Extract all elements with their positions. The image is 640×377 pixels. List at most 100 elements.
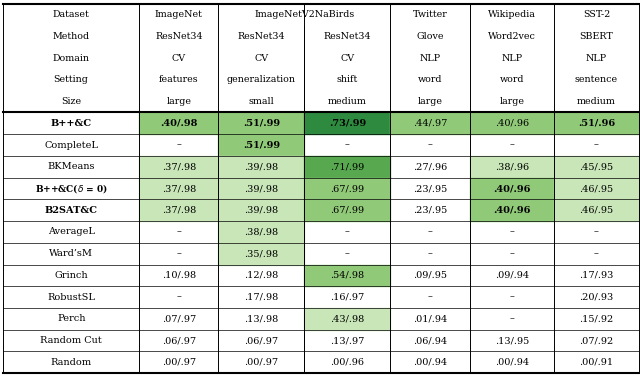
Text: .37/.98: .37/.98 [162, 184, 196, 193]
Text: .10/.98: .10/.98 [162, 271, 196, 280]
Text: –: – [594, 249, 599, 258]
Text: .40/.96: .40/.96 [493, 184, 531, 193]
Text: .40/.98: .40/.98 [160, 119, 198, 128]
Text: CompleteL: CompleteL [44, 141, 98, 150]
Text: B++&C: B++&C [51, 119, 92, 128]
Text: .39/.98: .39/.98 [244, 184, 278, 193]
Text: –: – [428, 293, 433, 302]
Text: .43/.98: .43/.98 [330, 314, 365, 323]
Text: sentence: sentence [575, 75, 618, 84]
Text: .00/.97: .00/.97 [244, 358, 278, 367]
Bar [218, 199, 305, 221]
Text: –: – [428, 141, 433, 150]
Text: –: – [345, 227, 350, 236]
Text: –: – [177, 141, 181, 150]
Text: .46/.95: .46/.95 [579, 184, 614, 193]
Text: large: large [417, 97, 443, 106]
Text: –: – [345, 141, 350, 150]
Text: –: – [594, 141, 599, 150]
Text: .00/.97: .00/.97 [162, 358, 196, 367]
Text: Perch: Perch [57, 314, 85, 323]
Text: .12/.98: .12/.98 [244, 271, 278, 280]
Text: .73/.99: .73/.99 [329, 119, 366, 128]
Text: ImageNet: ImageNet [155, 10, 203, 19]
Text: –: – [509, 293, 515, 302]
Text: .39/.98: .39/.98 [244, 206, 278, 215]
Text: .16/.97: .16/.97 [330, 293, 365, 302]
Text: SST-2: SST-2 [583, 10, 610, 19]
Text: .06/.94: .06/.94 [413, 336, 447, 345]
Text: .51/.99: .51/.99 [243, 119, 280, 128]
Bar [470, 156, 554, 178]
Text: .00/.91: .00/.91 [579, 358, 614, 367]
Text: .27/.96: .27/.96 [413, 162, 447, 171]
Text: Word2vec: Word2vec [488, 32, 536, 41]
Bar [554, 178, 639, 199]
Text: .06/.97: .06/.97 [162, 336, 196, 345]
Text: word: word [500, 75, 524, 84]
Text: NLP: NLP [419, 54, 440, 63]
Text: .67/.99: .67/.99 [330, 184, 364, 193]
Text: .15/.92: .15/.92 [579, 314, 614, 323]
Bar [218, 178, 305, 199]
Text: .00/.94: .00/.94 [413, 358, 447, 367]
Text: CV: CV [172, 54, 186, 63]
Bar [554, 156, 639, 178]
Text: Ward’sM: Ward’sM [49, 249, 93, 258]
Text: .13/.98: .13/.98 [244, 314, 278, 323]
Text: CV: CV [340, 54, 355, 63]
Text: BKMeans: BKMeans [47, 162, 95, 171]
Text: –: – [428, 249, 433, 258]
Text: –: – [345, 249, 350, 258]
Bar [305, 265, 390, 286]
Text: CV: CV [254, 54, 269, 63]
Text: Setting: Setting [54, 75, 88, 84]
Text: Grinch: Grinch [54, 271, 88, 280]
Text: B++&C($\delta$ = 0): B++&C($\delta$ = 0) [35, 182, 108, 195]
Text: .20/.93: .20/.93 [579, 293, 614, 302]
Bar [390, 112, 470, 134]
Text: ResNet34: ResNet34 [155, 32, 202, 41]
Text: .13/.95: .13/.95 [495, 336, 529, 345]
Bar [139, 199, 218, 221]
Text: .38/.98: .38/.98 [244, 227, 278, 236]
Bar [305, 308, 390, 330]
Text: .17/.93: .17/.93 [579, 271, 614, 280]
Text: .51/.96: .51/.96 [578, 119, 615, 128]
Text: .01/.94: .01/.94 [413, 314, 447, 323]
Bar [470, 112, 554, 134]
Text: Random Cut: Random Cut [40, 336, 102, 345]
Text: .46/.95: .46/.95 [579, 206, 614, 215]
Bar [218, 112, 305, 134]
Text: word: word [418, 75, 442, 84]
Text: ResNet34: ResNet34 [324, 32, 371, 41]
Text: NLP: NLP [501, 54, 522, 63]
Bar [305, 178, 390, 199]
Text: small: small [248, 97, 275, 106]
Text: .51/.99: .51/.99 [243, 141, 280, 150]
Text: large: large [499, 97, 525, 106]
Bar [139, 156, 218, 178]
Bar [305, 112, 390, 134]
Text: .54/.98: .54/.98 [330, 271, 364, 280]
Text: .44/.97: .44/.97 [413, 119, 447, 128]
Text: –: – [177, 227, 181, 236]
Text: .13/.97: .13/.97 [330, 336, 365, 345]
Text: .40/.96: .40/.96 [495, 119, 529, 128]
Text: –: – [177, 293, 181, 302]
Bar [139, 178, 218, 199]
Text: .23/.95: .23/.95 [413, 184, 447, 193]
Text: .45/.95: .45/.95 [579, 162, 614, 171]
Bar [218, 134, 305, 156]
Bar [305, 156, 390, 178]
Bar [218, 243, 305, 265]
Text: .00/.96: .00/.96 [330, 358, 364, 367]
Text: Method: Method [52, 32, 90, 41]
Text: .00/.94: .00/.94 [495, 358, 529, 367]
Text: .07/.92: .07/.92 [579, 336, 614, 345]
Text: AverageL: AverageL [47, 227, 95, 236]
Bar [470, 199, 554, 221]
Text: .35/.98: .35/.98 [244, 249, 278, 258]
Bar [218, 156, 305, 178]
Text: .09/.94: .09/.94 [495, 271, 529, 280]
